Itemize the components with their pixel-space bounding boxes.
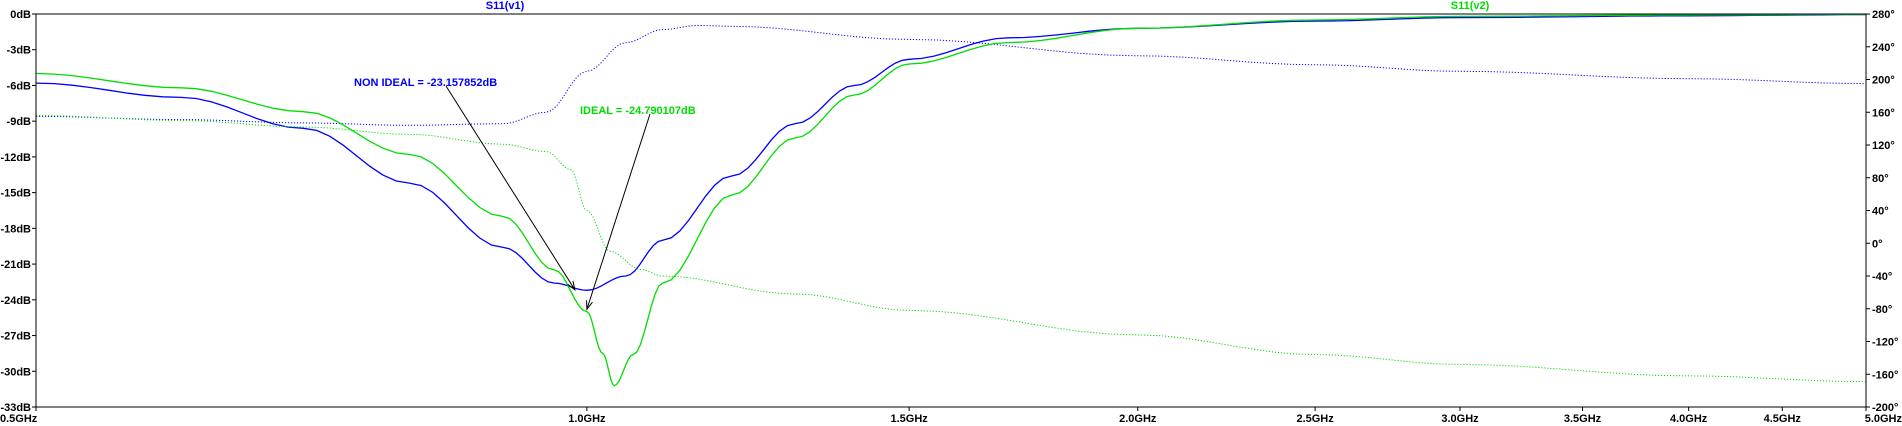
x-tick-label: 3.5GHz [1564,413,1602,425]
y-right-tick-label: -160° [1872,369,1898,381]
y-right-tick-label: 80° [1872,173,1889,185]
annotation-ideal-label: IDEAL = -24.790107dB [580,105,696,117]
annotation-non-ideal-arrow [445,85,576,291]
x-tick-label: 2.5GHz [1296,413,1334,425]
annotation-layer: NON IDEAL = -23.157852dB IDEAL = -24.7901… [354,77,696,311]
y-left-tick-label: -12dB [0,152,31,164]
series-v2-phase-line [35,115,1867,383]
series-layer [35,13,1867,387]
y-right-tick-label: 0° [1872,238,1883,250]
y-right-tick-label: -200° [1872,402,1898,414]
series-v1-magnitude-line [35,13,1866,291]
y-left-tick-label: -24dB [0,295,31,307]
y-right-tick-label: -40° [1872,271,1892,283]
annotation-ideal-arrowhead [586,300,593,311]
y-right-tick-label: 160° [1872,107,1895,119]
x-tick-label: 1.0GHz [568,413,606,425]
y-left-tick-label: -18dB [0,223,31,235]
x-tick-label: 4.5GHz [1764,413,1802,425]
x-tick-label: 5.0GHz [1865,413,1902,425]
y-left-tick-label: -33dB [0,402,31,414]
y-right-tick-label: 240° [1872,42,1895,54]
annotation-non-ideal-label: NON IDEAL = -23.157852dB [354,77,497,89]
y-right-tick-label: 200° [1872,75,1895,87]
x-tick-label: 2.0GHz [1119,413,1157,425]
legend-entry-v2: S11(v2) [1451,0,1490,12]
y-left-tick-label: -15dB [0,188,31,200]
y-right-tick-label: 280° [1872,9,1895,21]
y-right-tick-label: 120° [1872,140,1895,152]
y-right-tick-label: -80° [1872,304,1892,316]
x-tick-label: 4.0GHz [1670,413,1708,425]
y-left-tick-label: -9dB [7,116,32,128]
y-left-tick-label: -6dB [7,80,32,92]
annotation-ideal-arrow [586,113,651,310]
y-right-tick-label: 40° [1872,206,1889,218]
legend-entry-v1: S11(v1) [486,0,525,12]
y-left-tick-label: -30dB [0,366,31,378]
y-left-tick-label: -21dB [0,259,31,271]
legend-layer: S11(v1) S11(v2) [486,0,1490,12]
x-tick-label: 0.5GHz [0,413,38,425]
y-left-tick-label: -27dB [0,331,31,343]
series-v2-magnitude-line [35,13,1866,387]
x-tick-label: 1.5GHz [890,413,928,425]
y-left-tick-label: 0dB [10,9,31,21]
y-left-tick-label: -3dB [7,45,32,57]
axes-layer: 0.5GHz 1.0GHz 1.5GHz 2.0GHz 2.5GHz 3.0GHz 3.5G… [0,9,1902,425]
y-right-tick-label: -120° [1872,337,1898,349]
series-v1-phase-line [35,25,1867,126]
annotation-non-ideal-arrowhead [567,280,576,292]
x-tick-label: 3.0GHz [1441,413,1479,425]
